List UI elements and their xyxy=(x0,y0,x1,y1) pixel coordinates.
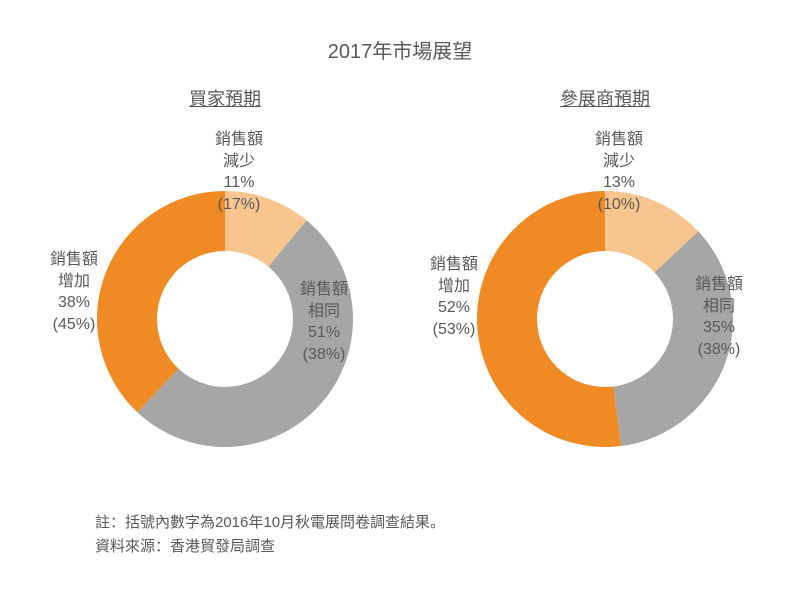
slice-label-same: 銷售額相同35%(38%) xyxy=(695,274,743,360)
slice-label-decrease: 銷售額減少11%(17%) xyxy=(215,129,263,215)
slice-label-same: 銷售額相同51%(38%) xyxy=(300,279,348,365)
chart-title: 2017年市場展望 xyxy=(0,35,800,64)
donut-exhibitors: 銷售額減少13%(10%)銷售額相同35%(38%)銷售額增加52%(53%) xyxy=(455,129,755,489)
donut-buyers: 銷售額減少11%(17%)銷售額相同51%(38%)銷售額增加38%(45%) xyxy=(75,129,375,489)
slice-increase xyxy=(97,191,225,412)
slice-label-increase: 銷售額增加52%(53%) xyxy=(430,254,478,340)
footer-note: 註：括號內數字為2016年10月秋電展問卷調查結果。 xyxy=(95,511,445,535)
chart-buyers: 買家預期 銷售額減少11%(17%)銷售額相同51%(38%)銷售額增加38%(… xyxy=(75,85,375,489)
chart-subtitle-buyers: 買家預期 xyxy=(75,85,375,111)
slice-label-decrease: 銷售額減少13%(10%) xyxy=(595,129,643,215)
slice-increase xyxy=(477,191,621,447)
footer-source: 資料來源：香港貿發局調查 xyxy=(95,535,445,559)
footer: 註：括號內數字為2016年10月秋電展問卷調查結果。 資料來源：香港貿發局調查 xyxy=(95,511,445,559)
chart-subtitle-exhibitors: 參展商預期 xyxy=(455,85,755,111)
chart-exhibitors: 參展商預期 銷售額減少13%(10%)銷售額相同35%(38%)銷售額增加52%… xyxy=(455,85,755,489)
slice-label-increase: 銷售額增加38%(45%) xyxy=(50,249,98,335)
